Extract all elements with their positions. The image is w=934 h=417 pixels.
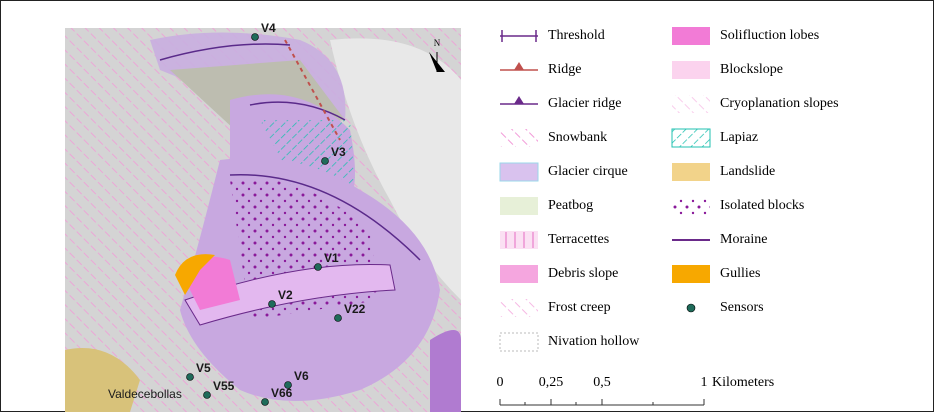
swatch [500,163,538,181]
legend-label: Solifluction lobes [720,28,819,43]
legend-label: Debris slope [548,266,618,281]
legend-label: Isolated blocks [720,198,804,213]
legend-label: Terracettes [548,232,609,247]
legend-label: Lapiaz [720,130,758,145]
place-label: Valdecebollas [108,387,182,401]
legend-symbol [672,163,710,181]
swatch [500,333,538,351]
legend-label: Blockslope [720,62,783,77]
swatch [672,27,710,45]
legend-symbol [672,61,710,79]
swatch [672,163,710,181]
sensor-label: V4 [261,21,276,35]
legend-label: Snowbank [548,130,607,145]
legend-symbol [672,265,710,283]
legend-symbol [672,27,710,45]
legend-symbol [500,197,538,215]
legend-symbol [687,304,695,312]
sensor-label: V22 [344,302,366,316]
legend-label: Glacier ridge [548,96,621,111]
legend-label: Glacier cirque [548,164,628,179]
legend-symbol [500,299,538,317]
sensor [187,374,194,381]
legend-symbol [500,231,538,249]
swatch [672,129,710,147]
sensor [315,264,322,271]
legend-label: Nivation hollow [548,334,640,349]
sensor-label: V55 [213,379,235,393]
swatch [500,265,538,283]
legend-label: Frost creep [548,300,611,315]
sensor-label: V66 [271,386,293,400]
legend-symbol [672,95,710,113]
scale-label: 0 [497,375,504,390]
swatch [500,129,538,147]
sensor [335,315,342,322]
legend-symbol [672,197,710,215]
legend-label: Peatbog [548,198,593,213]
sensor [322,158,329,165]
swatch [672,95,710,113]
legend-symbol [500,265,538,283]
legend-symbol [500,333,538,351]
swatch [672,265,710,283]
legend-label: Moraine [720,232,767,247]
legend-label: Threshold [548,28,605,43]
legend-label: Sensors [720,300,764,315]
sensor [269,301,276,308]
legend-symbol [672,129,710,147]
map [65,28,461,412]
sensor [204,392,211,399]
north-label: N [434,38,441,48]
swatch [500,299,538,317]
sensor [252,34,259,41]
scale-label: 1 [701,375,708,390]
legend-label: Landslide [720,164,775,179]
swatch [672,61,710,79]
legend-label: Ridge [548,62,581,77]
sensor-label: V6 [294,369,309,383]
legend-symbol [500,129,538,147]
swatch [500,197,538,215]
scale-label: 0,25 [539,375,564,390]
legend-symbol [500,163,538,181]
swatch [672,197,710,215]
legend-label: Gullies [720,266,760,281]
scale-label: 0,5 [593,375,611,390]
sensor-label: V1 [324,251,339,265]
sensor-label: V3 [331,145,346,159]
sensor-label: V2 [278,288,293,302]
dot [687,304,695,312]
legend-label: Cryoplanation slopes [720,96,839,111]
figure: N Valdecebollas V4 V3 V1 V2 V22 V5V55 V6V66 Th… [0,0,934,412]
sensor [262,399,269,406]
sensor-label: V5 [196,361,211,375]
scale-unit: Kilometers [712,375,774,390]
